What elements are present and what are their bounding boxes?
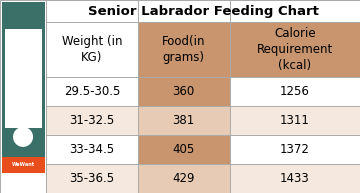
- Bar: [138, 106, 230, 135]
- Text: Calorie
Requirement
(kcal): Calorie Requirement (kcal): [257, 27, 333, 72]
- Bar: [138, 164, 230, 193]
- Text: Senior Labrador Feeding Chart: Senior Labrador Feeding Chart: [87, 4, 319, 18]
- Bar: [2, 2, 45, 157]
- Bar: [138, 135, 230, 164]
- Text: 429: 429: [172, 172, 195, 185]
- Bar: [46, 77, 138, 106]
- Text: 35-36.5: 35-36.5: [69, 172, 114, 185]
- Circle shape: [13, 127, 33, 147]
- Bar: [230, 106, 360, 135]
- Text: 31-32.5: 31-32.5: [69, 114, 114, 127]
- Bar: [46, 164, 138, 193]
- Bar: [230, 77, 360, 106]
- Bar: [230, 135, 360, 164]
- Text: 33-34.5: 33-34.5: [69, 143, 114, 156]
- Bar: [46, 135, 138, 164]
- Bar: [0, 0, 46, 193]
- Text: 29.5-30.5: 29.5-30.5: [64, 85, 120, 98]
- Text: 1372: 1372: [280, 143, 310, 156]
- Text: 1433: 1433: [280, 172, 310, 185]
- Bar: [5, 29, 42, 128]
- Text: Weight (in
KG): Weight (in KG): [62, 35, 122, 64]
- Bar: [46, 0, 360, 22]
- Bar: [230, 164, 360, 193]
- Bar: [230, 22, 360, 77]
- Text: 1256: 1256: [280, 85, 310, 98]
- Text: 381: 381: [173, 114, 195, 127]
- Bar: [46, 106, 138, 135]
- Bar: [46, 22, 138, 77]
- Bar: [138, 77, 230, 106]
- Text: 360: 360: [173, 85, 195, 98]
- Text: WeWant: WeWant: [12, 162, 35, 167]
- Text: 405: 405: [173, 143, 195, 156]
- Text: Food(in
grams): Food(in grams): [162, 35, 206, 64]
- Text: 1311: 1311: [280, 114, 310, 127]
- Bar: [138, 22, 230, 77]
- Bar: [2, 157, 45, 173]
